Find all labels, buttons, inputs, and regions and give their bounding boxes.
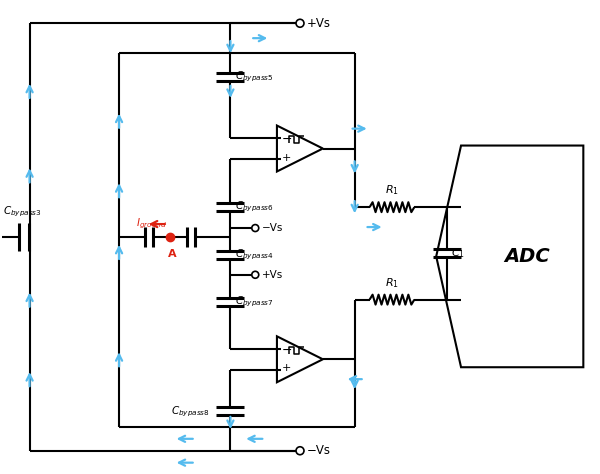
Text: $I_{ground}$: $I_{ground}$ [136, 217, 167, 231]
Text: −Vs: −Vs [307, 444, 331, 457]
Text: −: − [282, 344, 292, 356]
Text: A: A [167, 249, 176, 259]
Text: +: + [282, 153, 291, 163]
Text: $R_1$: $R_1$ [385, 183, 399, 197]
Text: $C_{bypass4}$: $C_{bypass4}$ [235, 248, 274, 262]
Text: −Vs: −Vs [262, 223, 284, 233]
Circle shape [252, 225, 259, 231]
Text: +: + [282, 364, 291, 374]
Text: $C_{bypass5}$: $C_{bypass5}$ [235, 70, 274, 84]
Text: ADC: ADC [505, 247, 550, 266]
Text: $C_{bypass6}$: $C_{bypass6}$ [235, 200, 274, 214]
Text: +Vs: +Vs [262, 270, 283, 280]
Circle shape [296, 19, 304, 27]
Text: −: − [282, 133, 292, 146]
Text: $C_1$: $C_1$ [451, 246, 465, 260]
Text: +Vs: +Vs [307, 17, 331, 30]
Circle shape [296, 447, 304, 455]
Text: $C_{bypass8}$: $C_{bypass8}$ [171, 404, 209, 419]
Text: $C_{bypass3}$: $C_{bypass3}$ [3, 205, 41, 219]
Text: $C_{bypass7}$: $C_{bypass7}$ [235, 294, 274, 309]
Text: $R_1$: $R_1$ [385, 276, 399, 290]
Circle shape [252, 271, 259, 278]
